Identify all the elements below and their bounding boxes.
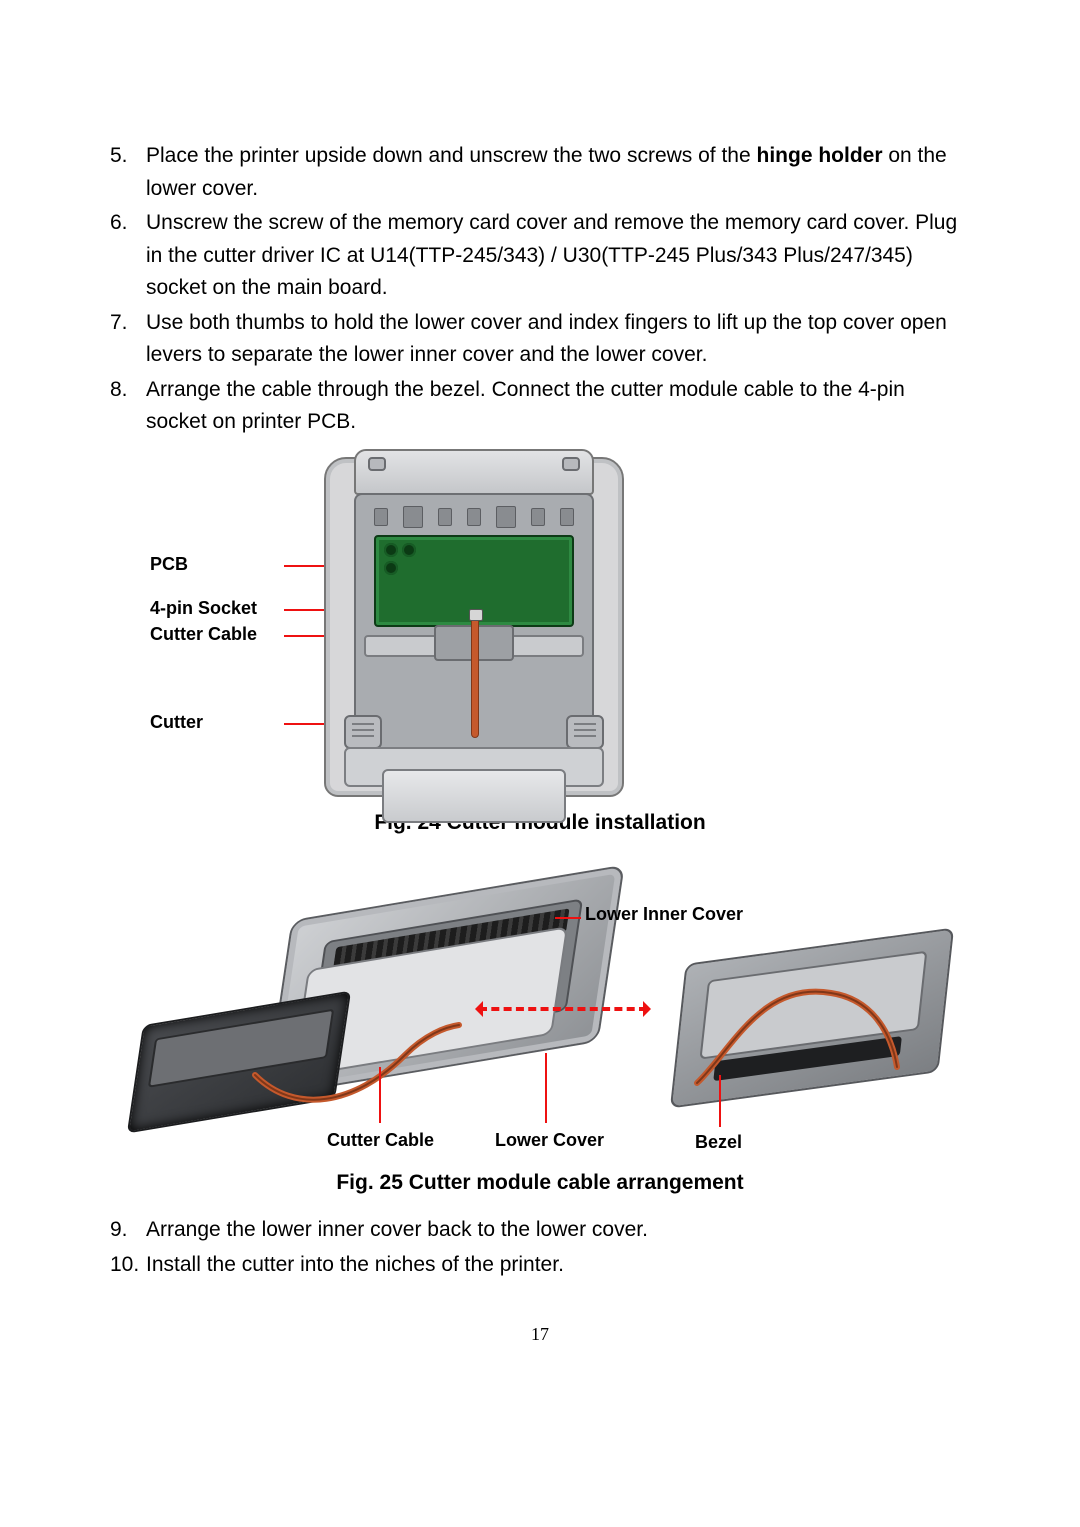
printer-top-view <box>324 457 624 797</box>
slot-lines-icon <box>574 723 596 741</box>
step-text: Arrange the lower inner cover back to th… <box>146 1218 648 1241</box>
step-number: 10. <box>110 1249 139 1282</box>
printer-bumps <box>374 505 574 529</box>
figure-25: Lower Inner Cover Cutter Cable Lower Cov… <box>110 857 970 1200</box>
step-text: Arrange the cable through the bezel. Con… <box>146 378 905 434</box>
bump <box>560 508 574 526</box>
slot-lines-icon <box>352 723 374 741</box>
step-number: 5. <box>110 140 128 173</box>
strap-slot <box>566 715 604 749</box>
step-text: Install the cutter into the niches of th… <box>146 1253 564 1276</box>
label-4pin-socket: 4-pin Socket <box>150 597 257 620</box>
label-cutter-cable: Cutter Cable <box>327 1127 434 1155</box>
bump <box>403 506 423 528</box>
step-5: 5. Place the printer upside down and uns… <box>110 140 970 205</box>
bump <box>531 508 545 526</box>
figure-25-caption: Fig. 25 Cutter module cable arrangement <box>110 1167 970 1200</box>
label-bezel: Bezel <box>695 1129 742 1157</box>
step-text: Unscrew the screw of the memory card cov… <box>146 211 957 299</box>
figure-24: PCB 4-pin Socket Cutter Cable Cutter <box>110 457 970 840</box>
capacitor-icon <box>384 543 398 557</box>
step-number: 6. <box>110 207 128 240</box>
capacitor-icon <box>384 561 398 575</box>
label-lower-cover: Lower Cover <box>495 1127 604 1155</box>
label-pcb: PCB <box>150 553 188 576</box>
printer-handle <box>354 449 594 495</box>
bezel-slot <box>713 1037 902 1082</box>
bump <box>438 508 452 526</box>
step-10: 10. Install the cutter into the niches o… <box>110 1249 970 1282</box>
instruction-list: 5. Place the printer upside down and uns… <box>110 140 970 439</box>
strap-slot <box>344 715 382 749</box>
bump <box>496 506 516 528</box>
label-cutter: Cutter <box>150 711 203 734</box>
instruction-list-continued: 9. Arrange the lower inner cover back to… <box>110 1214 970 1281</box>
step-text-bold: hinge holder <box>757 144 883 167</box>
bump <box>374 508 388 526</box>
step-7: 7. Use both thumbs to hold the lower cov… <box>110 307 970 372</box>
iso-left-view <box>135 871 635 1121</box>
step-6: 6. Unscrew the screw of the memory card … <box>110 207 970 305</box>
cutter-unit <box>382 769 566 823</box>
step-text: Use both thumbs to hold the lower cover … <box>146 311 947 367</box>
capacitor-icon <box>402 543 416 557</box>
iso-right-view <box>665 935 955 1105</box>
step-number: 9. <box>110 1214 128 1247</box>
dashed-arrow-icon <box>479 1007 647 1011</box>
step-number: 8. <box>110 374 128 407</box>
hinge-hole <box>368 457 386 471</box>
figure-25-diagram: Lower Inner Cover Cutter Cable Lower Cov… <box>125 857 955 1157</box>
figure-24-diagram: PCB 4-pin Socket Cutter Cable Cutter <box>104 457 804 797</box>
cutter-iso-shape <box>127 991 351 1134</box>
bezel-body <box>670 928 954 1109</box>
step-text-pre: Place the printer upside down and unscre… <box>146 144 757 167</box>
step-9: 9. Arrange the lower inner cover back to… <box>110 1214 970 1247</box>
hinge-hole <box>562 457 580 471</box>
step-8: 8. Arrange the cable through the bezel. … <box>110 374 970 439</box>
cutter-cable-icon <box>472 617 478 737</box>
step-number: 7. <box>110 307 128 340</box>
label-cutter-cable: Cutter Cable <box>150 623 257 646</box>
label-lower-inner-cover: Lower Inner Cover <box>585 901 743 929</box>
bump <box>467 508 481 526</box>
page-number: 17 <box>110 1321 970 1349</box>
